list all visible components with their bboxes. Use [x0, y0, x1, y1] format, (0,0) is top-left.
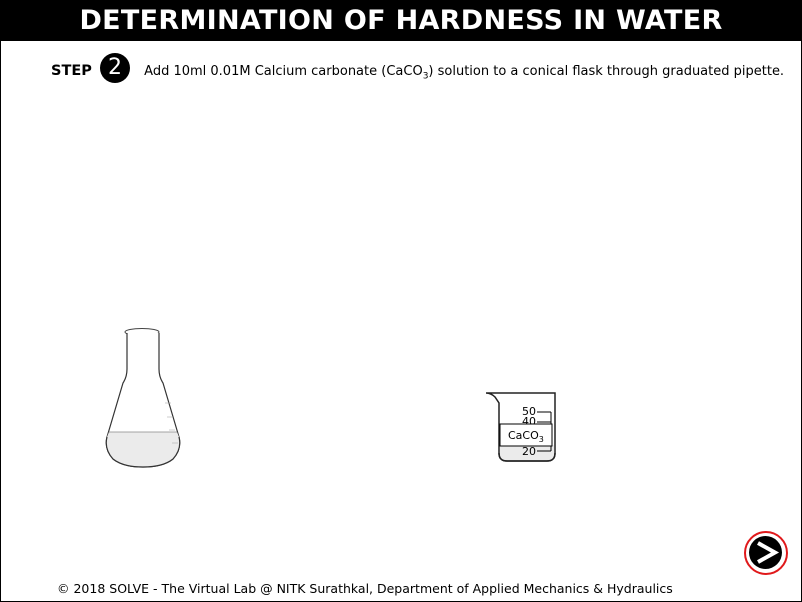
beaker-label-base: CaCO: [508, 429, 539, 442]
beaker-liquid: [500, 445, 554, 460]
beaker-tick-20: 20: [522, 445, 536, 458]
flask-graduations: [165, 402, 178, 444]
footer-copyright: © 2018 SOLVE - The Virtual Lab @ NITK Su…: [57, 581, 673, 596]
next-button-disc: [749, 536, 782, 569]
instruction-text-after: ) solution to a conical flask through gr…: [428, 63, 785, 79]
page-title: DETERMINATION OF HARDNESS IN WATER: [1, 1, 801, 41]
step-label: STEP: [51, 62, 92, 79]
conical-flask[interactable]: [101, 323, 185, 471]
instruction-text-before: Add 10ml 0.01M Calcium carbonate (CaCO: [144, 63, 423, 79]
next-arrow-icon: [757, 541, 780, 564]
step-instruction-row: STEP 2 Add 10ml 0.01M Calcium carbonate …: [45, 53, 785, 88]
beaker-tick-50: 50: [522, 405, 536, 418]
caco3-beaker[interactable]: 50 40 20 CaCO3: [481, 387, 561, 467]
instruction-subscript: 3: [422, 71, 429, 82]
next-button[interactable]: [744, 531, 788, 575]
step-number-badge: 2: [100, 53, 131, 83]
beaker-label-sub: 3: [539, 435, 544, 444]
flask-liquid: [106, 432, 180, 467]
beaker-label-box: [499, 423, 553, 447]
beaker-label: CaCO3: [508, 429, 544, 444]
step-instruction: Add 10ml 0.01M Calcium carbonate (CaCO3)…: [144, 63, 785, 82]
